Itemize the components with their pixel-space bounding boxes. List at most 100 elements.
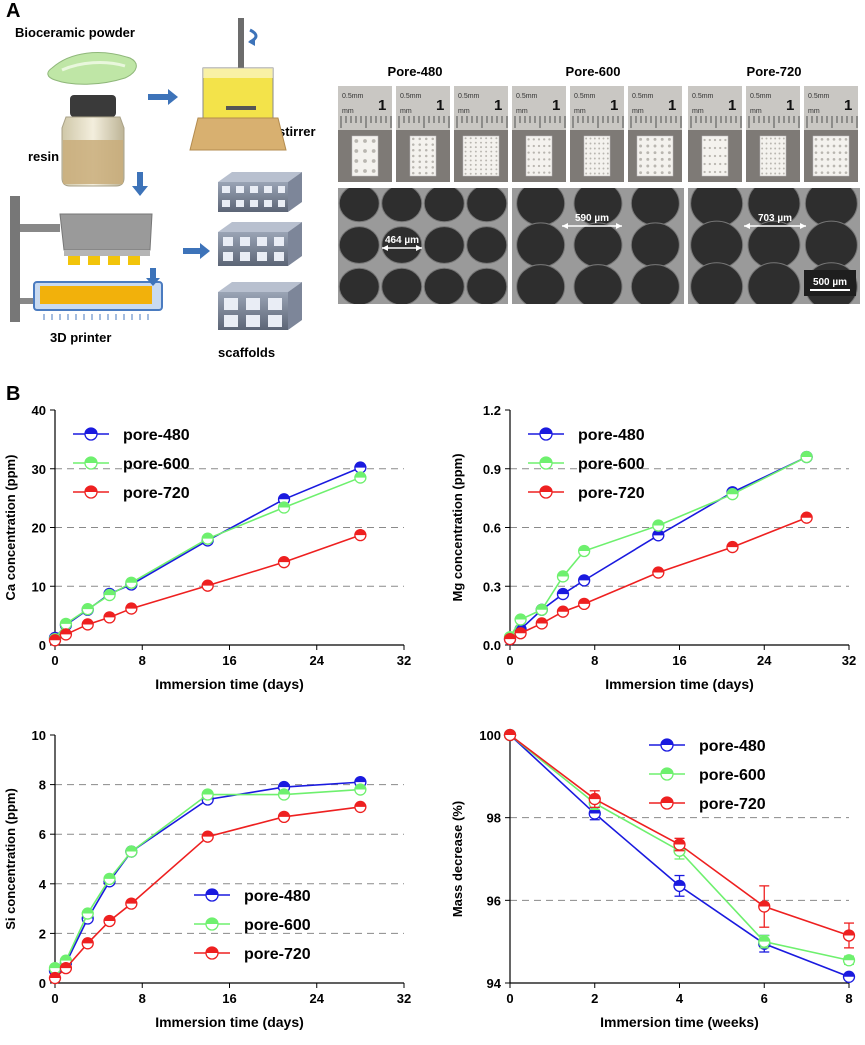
series-line-pore-600: [54, 788, 361, 969]
data-point-fill: [125, 846, 137, 852]
x-axis-label: Immersion time (days): [605, 676, 754, 692]
data-point-fill: [104, 611, 116, 618]
x-tick-label: 16: [222, 991, 236, 1006]
pore: [516, 264, 566, 304]
data-point-fill: [758, 936, 770, 942]
x-axis-label: Immersion time (days): [155, 1014, 304, 1030]
scaffolds-label: scaffolds: [218, 345, 276, 360]
pore-600-title: Pore-600: [565, 64, 621, 79]
ruler: [338, 86, 392, 130]
sample-photo-drawing: 0.5mm 1 mm: [338, 86, 392, 182]
data-point-fill: [125, 577, 137, 583]
y-tick-label: 4: [39, 877, 47, 892]
data-point-fill: [125, 898, 137, 904]
ruler-text: mm: [750, 108, 762, 115]
x-tick-label: 2: [591, 991, 598, 1006]
ruler-text: 1: [610, 97, 618, 114]
data-point-fill: [104, 915, 116, 921]
sample-photo-drawing: 0.5mm 1 mm: [628, 86, 682, 182]
legend-marker-fill: [661, 768, 673, 774]
resin-bottle-icon: [61, 95, 125, 187]
y-tick-label: 2: [39, 926, 46, 941]
pore: [338, 226, 380, 264]
pore-720-title: Pore-720: [746, 64, 802, 79]
sample-photo: 0.5mm 1 mm: [512, 86, 566, 182]
sample-photo-drawing: 0.5mm 1 mm: [512, 86, 566, 182]
data-point-fill: [278, 811, 290, 817]
data-point-fill: [843, 971, 855, 977]
x-axis-label: Immersion time (weeks): [600, 1014, 759, 1030]
sample-photo: 0.5mm 1 mm: [628, 86, 682, 182]
panel-letter-a: A: [6, 0, 21, 22]
x-tick-label: 0: [51, 991, 58, 1006]
x-tick-label: 24: [757, 653, 772, 668]
pore: [381, 267, 423, 304]
pore: [338, 188, 380, 223]
pore: [690, 220, 744, 270]
printer-icon: [10, 196, 163, 322]
legend-label: pore-720: [123, 485, 190, 502]
data-point-fill: [843, 929, 855, 936]
y-tick-label: 98: [487, 811, 501, 826]
x-tick-label: 32: [397, 653, 411, 668]
y-tick-label: 20: [32, 521, 46, 536]
data-point-fill: [354, 801, 366, 807]
legend-label: pore-600: [244, 917, 311, 934]
sample-photo-drawing: 0.5mm 1 mm: [454, 86, 508, 182]
data-point-fill: [578, 598, 590, 604]
data-point-fill: [354, 472, 366, 478]
resin-label: resin: [28, 149, 60, 164]
x-tick-label: 6: [761, 991, 768, 1006]
legend-label: pore-480: [699, 738, 766, 755]
scaffold-cubes-icon: [218, 172, 302, 330]
legend-marker-fill: [85, 428, 97, 434]
ruler-text: 1: [378, 97, 386, 114]
pore: [338, 267, 380, 304]
scale-bar-label: 500 µm: [813, 277, 847, 288]
ruler-text: mm: [342, 108, 354, 115]
series-line-pore-600: [509, 456, 807, 638]
y-tick-label: 0: [39, 976, 46, 991]
ruler-text: 0.5mm: [342, 93, 364, 100]
y-tick-label: 1.2: [483, 403, 501, 418]
legend-marker-fill: [540, 457, 552, 463]
ruler: [628, 86, 682, 130]
sem-measurement-label: 703 µm: [758, 213, 792, 224]
x-tick-label: 4: [676, 991, 684, 1006]
ruler-text: 1: [668, 97, 676, 114]
data-point-fill: [278, 556, 290, 563]
legend-label: pore-600: [123, 456, 190, 473]
legend-label: pore-480: [578, 427, 645, 444]
x-tick-label: 0: [506, 653, 513, 668]
legend-marker-fill: [206, 889, 218, 895]
data-point-fill: [202, 580, 214, 586]
ruler: [454, 86, 508, 130]
y-tick-label: 100: [479, 728, 501, 743]
data-point-fill: [49, 634, 61, 641]
sem-image: 590 µm: [512, 188, 684, 304]
data-point-fill: [60, 962, 72, 969]
series-line-pore-480: [509, 456, 807, 640]
legend-marker-fill: [206, 947, 218, 953]
pore: [381, 188, 423, 223]
legend-label: pore-720: [244, 946, 311, 963]
sample-photo-drawing: 0.5mm 1 mm: [570, 86, 624, 182]
ruler-text: mm: [458, 108, 470, 115]
legend-marker-fill: [85, 457, 97, 463]
data-point-fill: [758, 901, 770, 907]
ruler-text: mm: [516, 108, 528, 115]
x-tick-label: 24: [310, 653, 325, 668]
fabrication-schematic: [10, 18, 302, 330]
legend-label: pore-720: [578, 485, 645, 502]
sem-measurement-label: 464 µm: [385, 235, 419, 246]
ruler-text: 1: [728, 97, 736, 114]
y-tick-label: 0.3: [483, 579, 501, 594]
ruler-text: mm: [808, 108, 820, 115]
data-point-fill: [557, 570, 569, 577]
data-point-fill: [202, 533, 214, 539]
pore: [630, 222, 680, 268]
ruler: [688, 86, 742, 130]
data-point-fill: [354, 784, 366, 790]
ruler-text: 1: [844, 97, 852, 114]
